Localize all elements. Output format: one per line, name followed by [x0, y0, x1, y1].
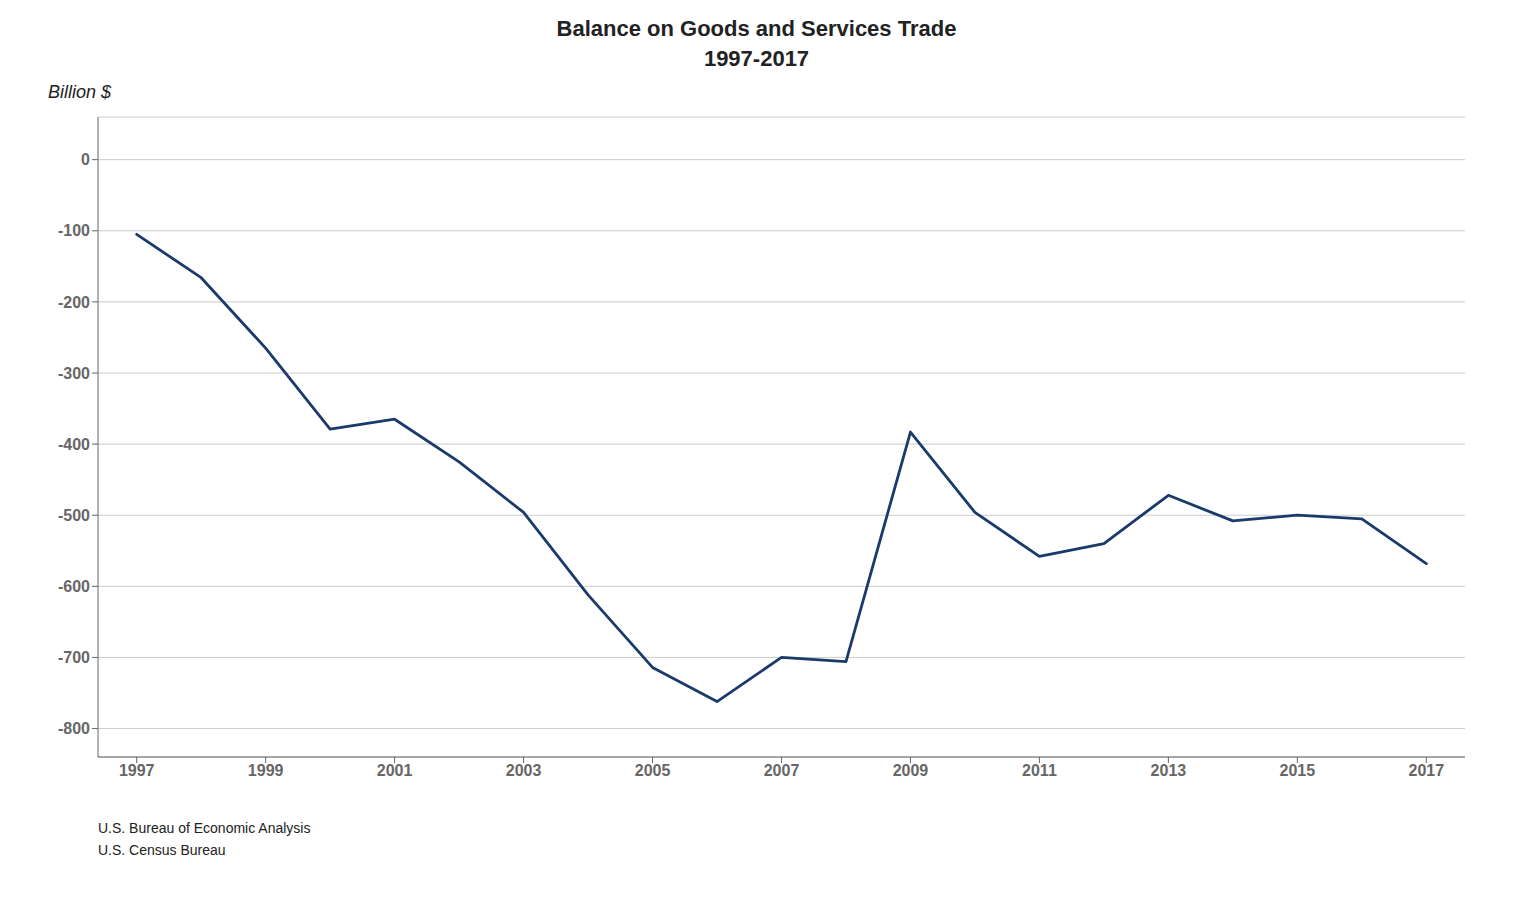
html-text:1997-2017: 1997-2017 — [703, 46, 810, 71]
svg-text:-400: -400 — [58, 436, 90, 453]
svg-text:2007: 2007 — [764, 762, 800, 779]
html-text:Billion $: Billion $ — [48, 82, 111, 102]
svg-text:-200: -200 — [58, 294, 90, 311]
svg-text:2013: 2013 — [1151, 762, 1187, 779]
svg-text:-100: -100 — [58, 222, 90, 239]
svg-text:-300: -300 — [58, 365, 90, 382]
svg-text:-500: -500 — [58, 507, 90, 524]
svg-text:2005: 2005 — [635, 762, 671, 779]
svg-text:2015: 2015 — [1280, 762, 1316, 779]
svg-text:-700: -700 — [58, 649, 90, 666]
svg-text:-600: -600 — [58, 578, 90, 595]
svg-text:2011: 2011 — [1022, 762, 1057, 779]
html-text:U.S. Bureau of Economic Analys: U.S. Bureau of Economic Analysis — [98, 820, 311, 836]
svg-text:2009: 2009 — [893, 762, 929, 779]
svg-text:-800: -800 — [58, 720, 90, 737]
svg-text:2003: 2003 — [506, 762, 542, 779]
svg-text:1999: 1999 — [248, 762, 284, 779]
html-text:Balance on Goods and Services: Balance on Goods and Services Trade — [556, 16, 957, 41]
svg-text:2017: 2017 — [1409, 762, 1445, 779]
svg-text:1997: 1997 — [119, 762, 155, 779]
svg-text:0: 0 — [81, 151, 90, 168]
svg-text:2001: 2001 — [377, 762, 413, 779]
html-text:U.S. Census Bureau: U.S. Census Bureau — [98, 842, 226, 858]
